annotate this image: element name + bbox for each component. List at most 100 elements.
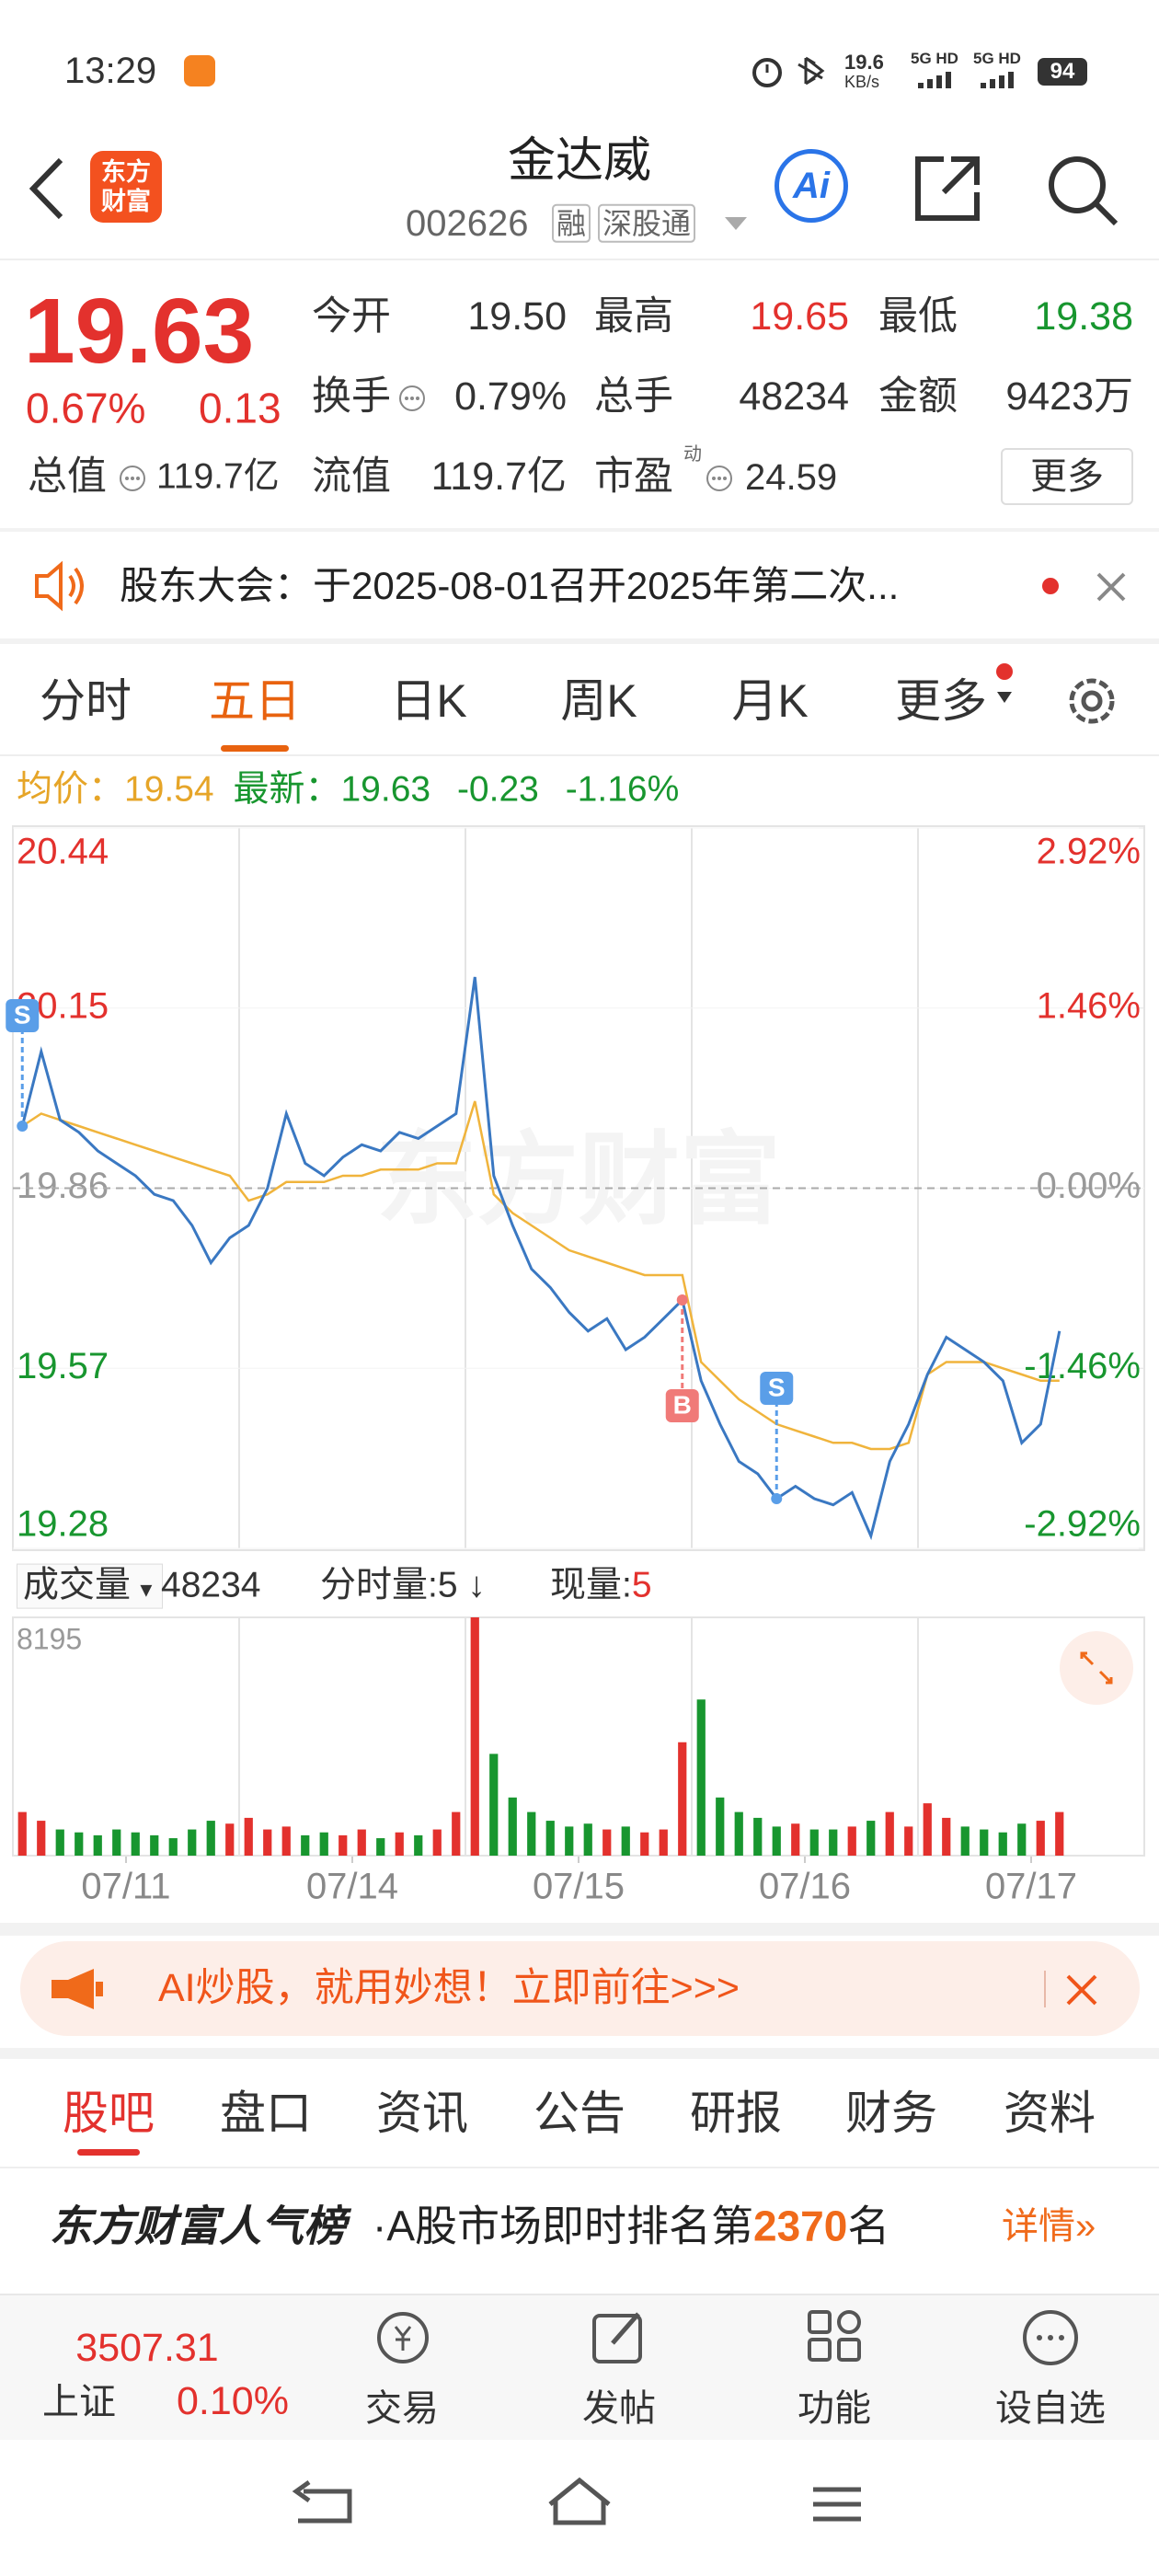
y2-tick-label: -2.92% [1024, 1504, 1141, 1545]
volume-bar [263, 1829, 272, 1856]
ranking-rank: 2370 [753, 2202, 848, 2250]
section-tab[interactable]: 资料 [1004, 2087, 1096, 2139]
section-tab[interactable]: 研报 [690, 2087, 782, 2139]
volume-bar [432, 1829, 442, 1856]
status-time: 13:29 [64, 51, 157, 91]
volume-bar [339, 1834, 348, 1856]
volume-bar [75, 1832, 84, 1856]
marker-badge [665, 1389, 699, 1422]
y2-tick-label: 2.92% [1037, 832, 1141, 872]
close-button[interactable] [1064, 1972, 1099, 2007]
tab[interactable]: 分时 [40, 675, 132, 727]
more-button[interactable]: 更多 [1001, 448, 1133, 505]
field-label: 市盈 [594, 454, 673, 500]
field-value: 24.59 [745, 457, 838, 498]
volume-selector[interactable]: 成交量 ▼ [17, 1563, 163, 1609]
volume-bar [112, 1829, 121, 1856]
marker-point [17, 1121, 29, 1132]
volume-bar [1036, 1821, 1045, 1856]
field-label: 最高 [594, 294, 673, 339]
tab[interactable]: 更多 [895, 675, 987, 727]
field-label: 流值 [312, 454, 391, 500]
volume-bar [942, 1817, 951, 1856]
legend-value: 19.54 [124, 769, 214, 810]
legend-change-pct: -1.16% [565, 769, 680, 810]
interval-arrow: ↓ [467, 1565, 486, 1605]
tab[interactable]: 月K [731, 675, 809, 727]
volume-bar [376, 1838, 385, 1856]
change-pct: 0.67% [26, 384, 146, 432]
tab-active[interactable]: 五日 [209, 675, 301, 727]
legend-change: -0.23 [456, 769, 539, 810]
search-button[interactable] [1044, 152, 1122, 230]
volume-bar [565, 1826, 574, 1856]
ranking-title: 东方财富人气榜 [50, 2202, 346, 2250]
settings-button[interactable] [1062, 672, 1121, 730]
legend: 均价：19.54 最新：19.63 -0.23 -1.16% [17, 769, 679, 812]
volume-name: 成交量 [23, 1565, 132, 1605]
field-label: 总手 [594, 374, 673, 420]
y-tick-label: 19.57 [17, 1346, 109, 1386]
legend-label: 最新： [233, 769, 341, 810]
info-icon[interactable] [705, 464, 734, 493]
expand-button[interactable] [1060, 1631, 1133, 1705]
notice-dot [1042, 578, 1059, 594]
volume-bar [55, 1829, 64, 1856]
bottom-item[interactable]: 功能 [798, 2388, 871, 2429]
y-tick-label: 20.44 [17, 832, 109, 872]
volume-bar [885, 1811, 894, 1856]
ranking-text: ·A股市场即时排名第2370名 [373, 2201, 889, 2251]
volume-bar [998, 1832, 1007, 1856]
section-tab-active[interactable]: 股吧 [63, 2087, 155, 2139]
expand-icon [1080, 1651, 1113, 1685]
section-tab[interactable]: 资讯 [376, 2087, 468, 2139]
field-sup: 动 [683, 444, 702, 465]
close-button[interactable] [1095, 570, 1128, 604]
price: 19.63 [24, 280, 255, 383]
volume-bar [772, 1826, 781, 1856]
volume-bar [131, 1832, 140, 1856]
volume-bar [225, 1823, 235, 1856]
watchlist-icon [1023, 2310, 1078, 2365]
marker-point [771, 1493, 783, 1504]
marker-label: S [14, 1000, 31, 1029]
dropdown[interactable] [722, 213, 750, 234]
bottom-item[interactable]: 交易 [365, 2388, 439, 2429]
volume-bar [716, 1797, 725, 1856]
ranking-label: ·A股市场即时排名第 [373, 2202, 753, 2250]
volume-bar [923, 1803, 932, 1856]
volume-bar [583, 1823, 592, 1856]
section-tab[interactable]: 公告 [534, 2087, 625, 2139]
tag: 深股通 [598, 203, 696, 244]
ranking-link[interactable]: 详情» [1002, 2206, 1096, 2247]
share-button[interactable] [911, 152, 989, 225]
status-speed: 19.6 [844, 50, 884, 74]
index-value[interactable]: 3507.31 [75, 2325, 218, 2373]
info-icon[interactable] [118, 464, 147, 493]
volume-bar [244, 1817, 253, 1856]
current-value: 5 [631, 1565, 652, 1605]
x-tick-label: 07/15 [533, 1867, 625, 1907]
tab[interactable]: 日K [390, 675, 467, 727]
volume-bar [678, 1742, 687, 1856]
volume-bar [734, 1811, 743, 1856]
ai-button[interactable]: Ai [775, 149, 848, 223]
field-value: 48234 [739, 374, 849, 420]
bottom-item[interactable]: 发帖 [582, 2388, 656, 2429]
info-icon[interactable] [397, 384, 427, 413]
tab-marker [996, 663, 1013, 703]
volume-bar [659, 1829, 668, 1856]
bottom-item[interactable]: 设自选 [995, 2388, 1106, 2429]
section-tab[interactable]: 财务 [845, 2087, 937, 2139]
stock-name: 金达威 [507, 133, 652, 188]
section-tab[interactable]: 盘口 [220, 2087, 312, 2139]
divider [0, 754, 1159, 756]
marker-badge [760, 1372, 794, 1405]
ai-banner[interactable] [20, 1941, 1140, 2036]
notice-text[interactable]: 股东大会：于2025-08-01召开2025年第二次... [120, 563, 900, 607]
series-line [20, 976, 1061, 1541]
banner-text[interactable]: AI炒股，就用妙想！立即前往>>> [158, 1966, 740, 2011]
back-button[interactable] [26, 156, 72, 221]
tab[interactable]: 周K [560, 675, 637, 727]
speaker-icon [35, 560, 84, 612]
